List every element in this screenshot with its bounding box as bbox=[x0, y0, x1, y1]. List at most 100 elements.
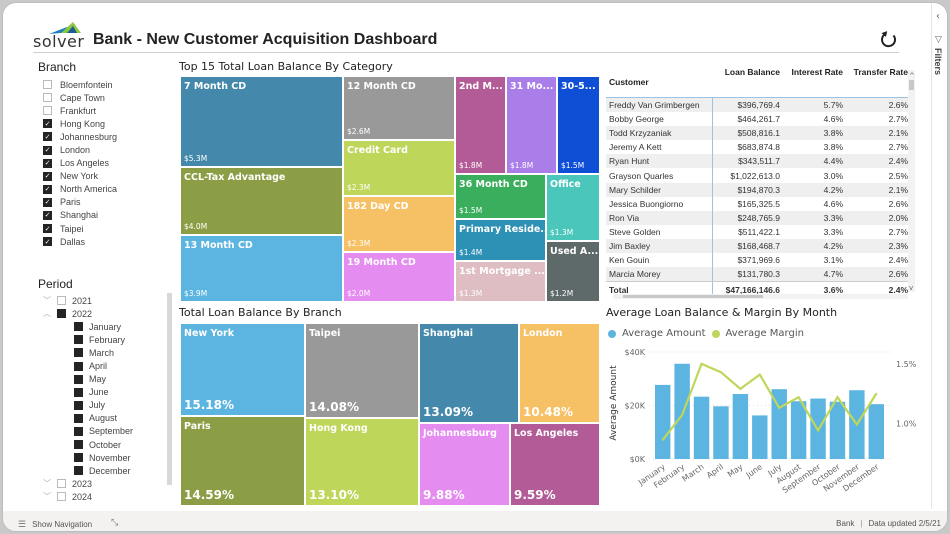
treemap-tile[interactable]: Johannesburg 9.88% bbox=[419, 423, 510, 506]
checkbox-checked[interactable] bbox=[57, 309, 66, 319]
filters-label[interactable]: Filters bbox=[933, 48, 943, 76]
checkbox-checked[interactable] bbox=[74, 348, 83, 358]
checkbox-checked[interactable]: ✓ bbox=[43, 145, 52, 155]
collapse-arrows-icon[interactable]: ⤡ bbox=[111, 517, 119, 527]
treemap-tile[interactable]: CCL-Tax Advantage $4.0M bbox=[180, 167, 343, 235]
treemap-tile[interactable]: 19 Month CD $2.0M bbox=[343, 252, 455, 302]
point-average-margin[interactable] bbox=[758, 373, 761, 376]
point-average-margin[interactable] bbox=[739, 388, 742, 390]
treemap-tile[interactable]: Primary Reside... $1.4M bbox=[455, 219, 546, 261]
treemap-tile[interactable]: 13 Month CD $3.9M bbox=[180, 235, 343, 302]
treemap-tile[interactable]: 1st Mortgage ... $1.3M bbox=[455, 261, 546, 302]
branch-item[interactable]: ✓ Paris bbox=[43, 196, 117, 209]
table-row[interactable]: Freddy Van Grimbergen $396,769.4 5.7% 2.6% bbox=[606, 98, 911, 113]
filters-pane[interactable]: ‹ ▽ Filters bbox=[931, 3, 947, 509]
table-row[interactable]: Ryan Hunt $343,511.7 4.4% 2.4% bbox=[606, 154, 911, 169]
checkbox-checked[interactable] bbox=[74, 426, 83, 436]
column-header-interest-rate[interactable]: Interest Rate bbox=[791, 67, 844, 77]
checkbox[interactable] bbox=[43, 106, 52, 116]
column-header-transfer-rate[interactable]: Transfer Rate bbox=[853, 67, 908, 77]
branch-item[interactable]: ✓ Shanghai bbox=[43, 209, 117, 222]
checkbox[interactable] bbox=[57, 492, 66, 502]
legend-label-average-amount[interactable]: Average Amount bbox=[622, 328, 706, 339]
branch-item[interactable]: ✓ North America bbox=[43, 183, 117, 196]
table-row[interactable]: Bobby George $464,261.7 4.6% 2.7% bbox=[606, 112, 911, 127]
point-average-margin[interactable] bbox=[817, 429, 819, 432]
treemap-tile[interactable]: 12 Month CD $2.6M bbox=[343, 76, 455, 140]
treemap-tile[interactable]: Taipei 14.08% bbox=[305, 323, 419, 418]
checkbox-checked[interactable]: ✓ bbox=[43, 237, 52, 247]
checkbox-checked[interactable]: ✓ bbox=[43, 210, 52, 220]
treemap-tile[interactable]: 30-5... $1.5M bbox=[557, 76, 600, 174]
checkbox-checked[interactable]: ✓ bbox=[43, 224, 52, 234]
branch-item[interactable]: ✓ New York bbox=[43, 170, 117, 183]
period-month-item[interactable]: July bbox=[43, 399, 133, 412]
show-navigation-button[interactable]: ☰ Show Navigation bbox=[18, 519, 92, 530]
treemap-tile[interactable]: New York 15.18% bbox=[180, 323, 305, 416]
bar-average-amount[interactable] bbox=[829, 401, 846, 459]
branch-item[interactable]: ✓ Taipei bbox=[43, 222, 117, 235]
treemap-tile[interactable]: Office $1.3M bbox=[546, 174, 600, 241]
checkbox-checked[interactable] bbox=[74, 400, 83, 410]
point-average-margin[interactable] bbox=[720, 371, 722, 374]
point-average-margin[interactable] bbox=[778, 407, 781, 409]
collapse-chevron-icon[interactable]: ‹ bbox=[936, 11, 940, 22]
period-year-item[interactable]: ﹀ 2023 bbox=[43, 477, 133, 490]
checkbox-checked[interactable] bbox=[74, 322, 83, 332]
treemap-tile[interactable]: Paris 14.59% bbox=[180, 416, 305, 506]
chevron-up-icon[interactable]: ︿ bbox=[43, 309, 51, 319]
legend-label-average-margin[interactable]: Average Margin bbox=[725, 328, 804, 339]
checkbox-checked[interactable]: ✓ bbox=[43, 184, 52, 194]
scroll-down-icon[interactable]: v bbox=[909, 284, 913, 292]
treemap-tile[interactable]: Shanghai 13.09% bbox=[419, 323, 519, 423]
line-average-margin[interactable] bbox=[661, 362, 878, 441]
bar-average-amount[interactable] bbox=[868, 404, 884, 459]
table-vertical-scrollbar[interactable]: ^ v bbox=[908, 70, 915, 292]
period-year-item[interactable]: ︿ 2022 bbox=[43, 307, 133, 320]
period-month-item[interactable]: January bbox=[43, 320, 133, 333]
checkbox-checked[interactable]: ✓ bbox=[43, 197, 52, 207]
checkbox-checked[interactable]: ✓ bbox=[43, 158, 52, 168]
point-average-margin[interactable] bbox=[681, 414, 683, 416]
checkbox-checked[interactable]: ✓ bbox=[43, 132, 52, 142]
checkbox-checked[interactable]: ✓ bbox=[43, 171, 52, 181]
checkbox[interactable] bbox=[57, 479, 66, 489]
period-year-item[interactable]: ﹀ 2024 bbox=[43, 490, 133, 503]
treemap-tile[interactable]: Hong Kong 13.10% bbox=[305, 418, 419, 506]
table-row[interactable]: Ron Via $248,765.9 3.3% 2.0% bbox=[606, 210, 911, 225]
period-month-item[interactable]: February bbox=[43, 333, 133, 346]
treemap-tile[interactable]: London 10.48% bbox=[519, 323, 600, 423]
bar-average-amount[interactable] bbox=[655, 384, 671, 459]
table-row[interactable]: Grayson Quarles $1,022,613.0 3.0% 2.5% bbox=[606, 168, 911, 183]
period-month-item[interactable]: November bbox=[43, 451, 133, 464]
checkbox[interactable] bbox=[43, 80, 52, 90]
branch-item[interactable]: ✓ Johannesburg bbox=[43, 130, 117, 143]
bar-average-amount[interactable] bbox=[713, 406, 729, 459]
bar-average-amount[interactable] bbox=[732, 393, 749, 459]
chevron-down-icon[interactable]: ﹀ bbox=[43, 479, 51, 489]
table-row[interactable]: Ken Gouin $371,969.6 3.1% 2.4% bbox=[606, 253, 911, 268]
point-average-margin[interactable] bbox=[700, 363, 703, 365]
treemap-tile[interactable]: 31 Mo... $1.8M bbox=[506, 76, 557, 174]
table-row[interactable]: Jim Baxley $168,468.7 4.2% 2.3% bbox=[606, 238, 911, 254]
checkbox[interactable] bbox=[57, 296, 66, 306]
period-month-item[interactable]: May bbox=[43, 373, 133, 386]
period-month-item[interactable]: September bbox=[43, 425, 133, 438]
chevron-down-icon[interactable]: ﹀ bbox=[43, 296, 51, 306]
branch-item[interactable]: Frankfurt bbox=[43, 104, 117, 117]
treemap-tile[interactable]: 7 Month CD $5.3M bbox=[180, 76, 343, 167]
table-row[interactable]: Steve Golden $511,422.1 3.3% 2.7% bbox=[606, 224, 911, 239]
table-horizontal-scrollbar[interactable] bbox=[613, 294, 908, 299]
branch-item[interactable]: Cape Town bbox=[43, 91, 117, 104]
branch-item[interactable]: ✓ London bbox=[43, 143, 117, 156]
checkbox-checked[interactable] bbox=[74, 440, 83, 450]
bar-average-amount[interactable] bbox=[790, 401, 807, 459]
point-average-margin[interactable] bbox=[856, 423, 858, 426]
branch-item[interactable]: ✓ Dallas bbox=[43, 235, 117, 248]
refresh-icon[interactable] bbox=[879, 30, 899, 50]
point-average-margin[interactable] bbox=[836, 396, 839, 398]
period-year-item[interactable]: ﹀ 2021 bbox=[43, 294, 133, 307]
point-average-margin[interactable] bbox=[797, 396, 800, 398]
treemap-tile[interactable]: Los Angeles 9.59% bbox=[510, 423, 600, 506]
treemap-tile[interactable]: 36 Month CD $1.5M bbox=[455, 174, 546, 219]
